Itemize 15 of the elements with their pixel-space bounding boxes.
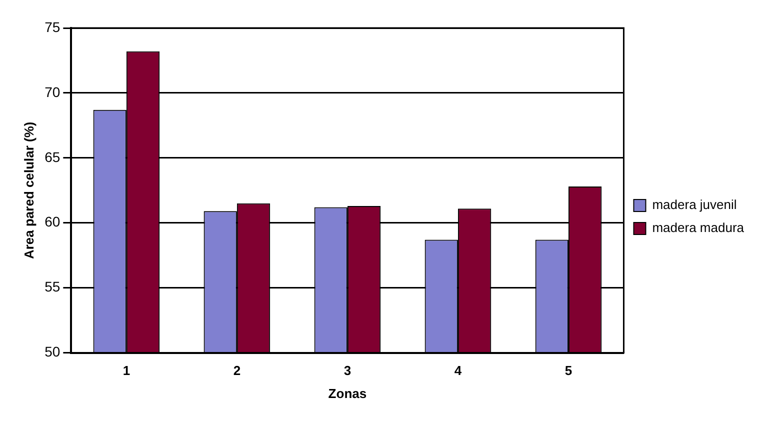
x-tick-label: 5 <box>564 363 572 378</box>
x-axis-title: Zonas <box>328 386 367 401</box>
y-tick-label: 55 <box>44 278 60 295</box>
legend-label: madera juvenil <box>652 197 737 212</box>
x-tick-label: 2 <box>233 363 241 378</box>
x-tick-label: 4 <box>454 363 462 378</box>
y-tick-label: 65 <box>44 148 60 165</box>
legend-label: madera madura <box>652 220 745 236</box>
y-tick-label: 60 <box>44 214 60 230</box>
x-tick-label: 1 <box>122 363 130 378</box>
y-tick-label: 75 <box>44 18 60 35</box>
y-tick-label: 70 <box>44 84 60 100</box>
x-tick-label: 3 <box>344 363 352 378</box>
y-tick-label: 50 <box>44 344 60 360</box>
y-axis-title: Area pared celular (%) <box>21 122 36 260</box>
